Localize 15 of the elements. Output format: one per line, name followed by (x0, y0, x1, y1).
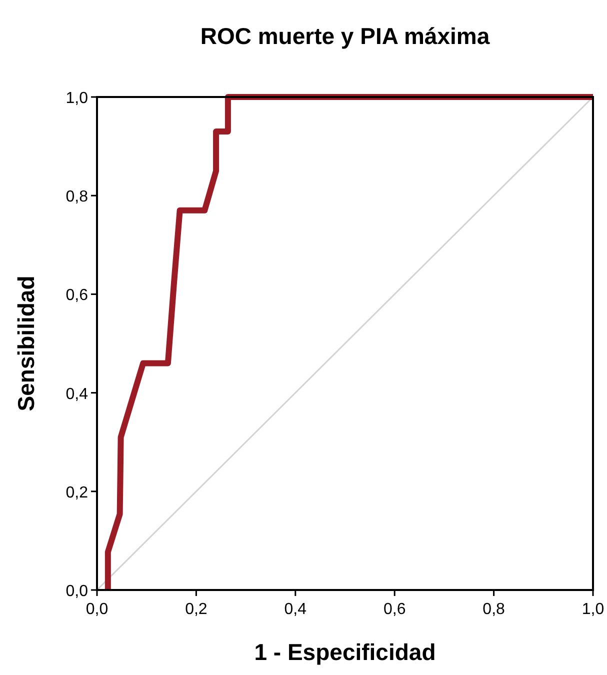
x-tick-label: 0,6 (383, 601, 406, 618)
y-tick-label: 1,0 (66, 90, 88, 107)
x-tick-label: 0,2 (185, 601, 208, 618)
y-tick-label: 0,8 (66, 188, 88, 206)
x-axis-title: 1 - Especificidad (254, 639, 436, 665)
x-tick-label: 0,8 (482, 601, 506, 618)
y-tick-label: 0,6 (66, 287, 88, 304)
y-tick-label: 0,4 (66, 386, 88, 403)
y-tick-label: 0,0 (66, 583, 88, 600)
y-axis-title: Sensibilidad (13, 276, 39, 412)
x-tick-label: 1,0 (582, 601, 604, 618)
y-tick-label: 0,2 (66, 484, 88, 502)
chart-title: ROC muerte y PIA máxima (200, 23, 490, 49)
x-tick-label: 0,4 (284, 601, 307, 618)
x-tick-label: 0,0 (86, 601, 108, 618)
